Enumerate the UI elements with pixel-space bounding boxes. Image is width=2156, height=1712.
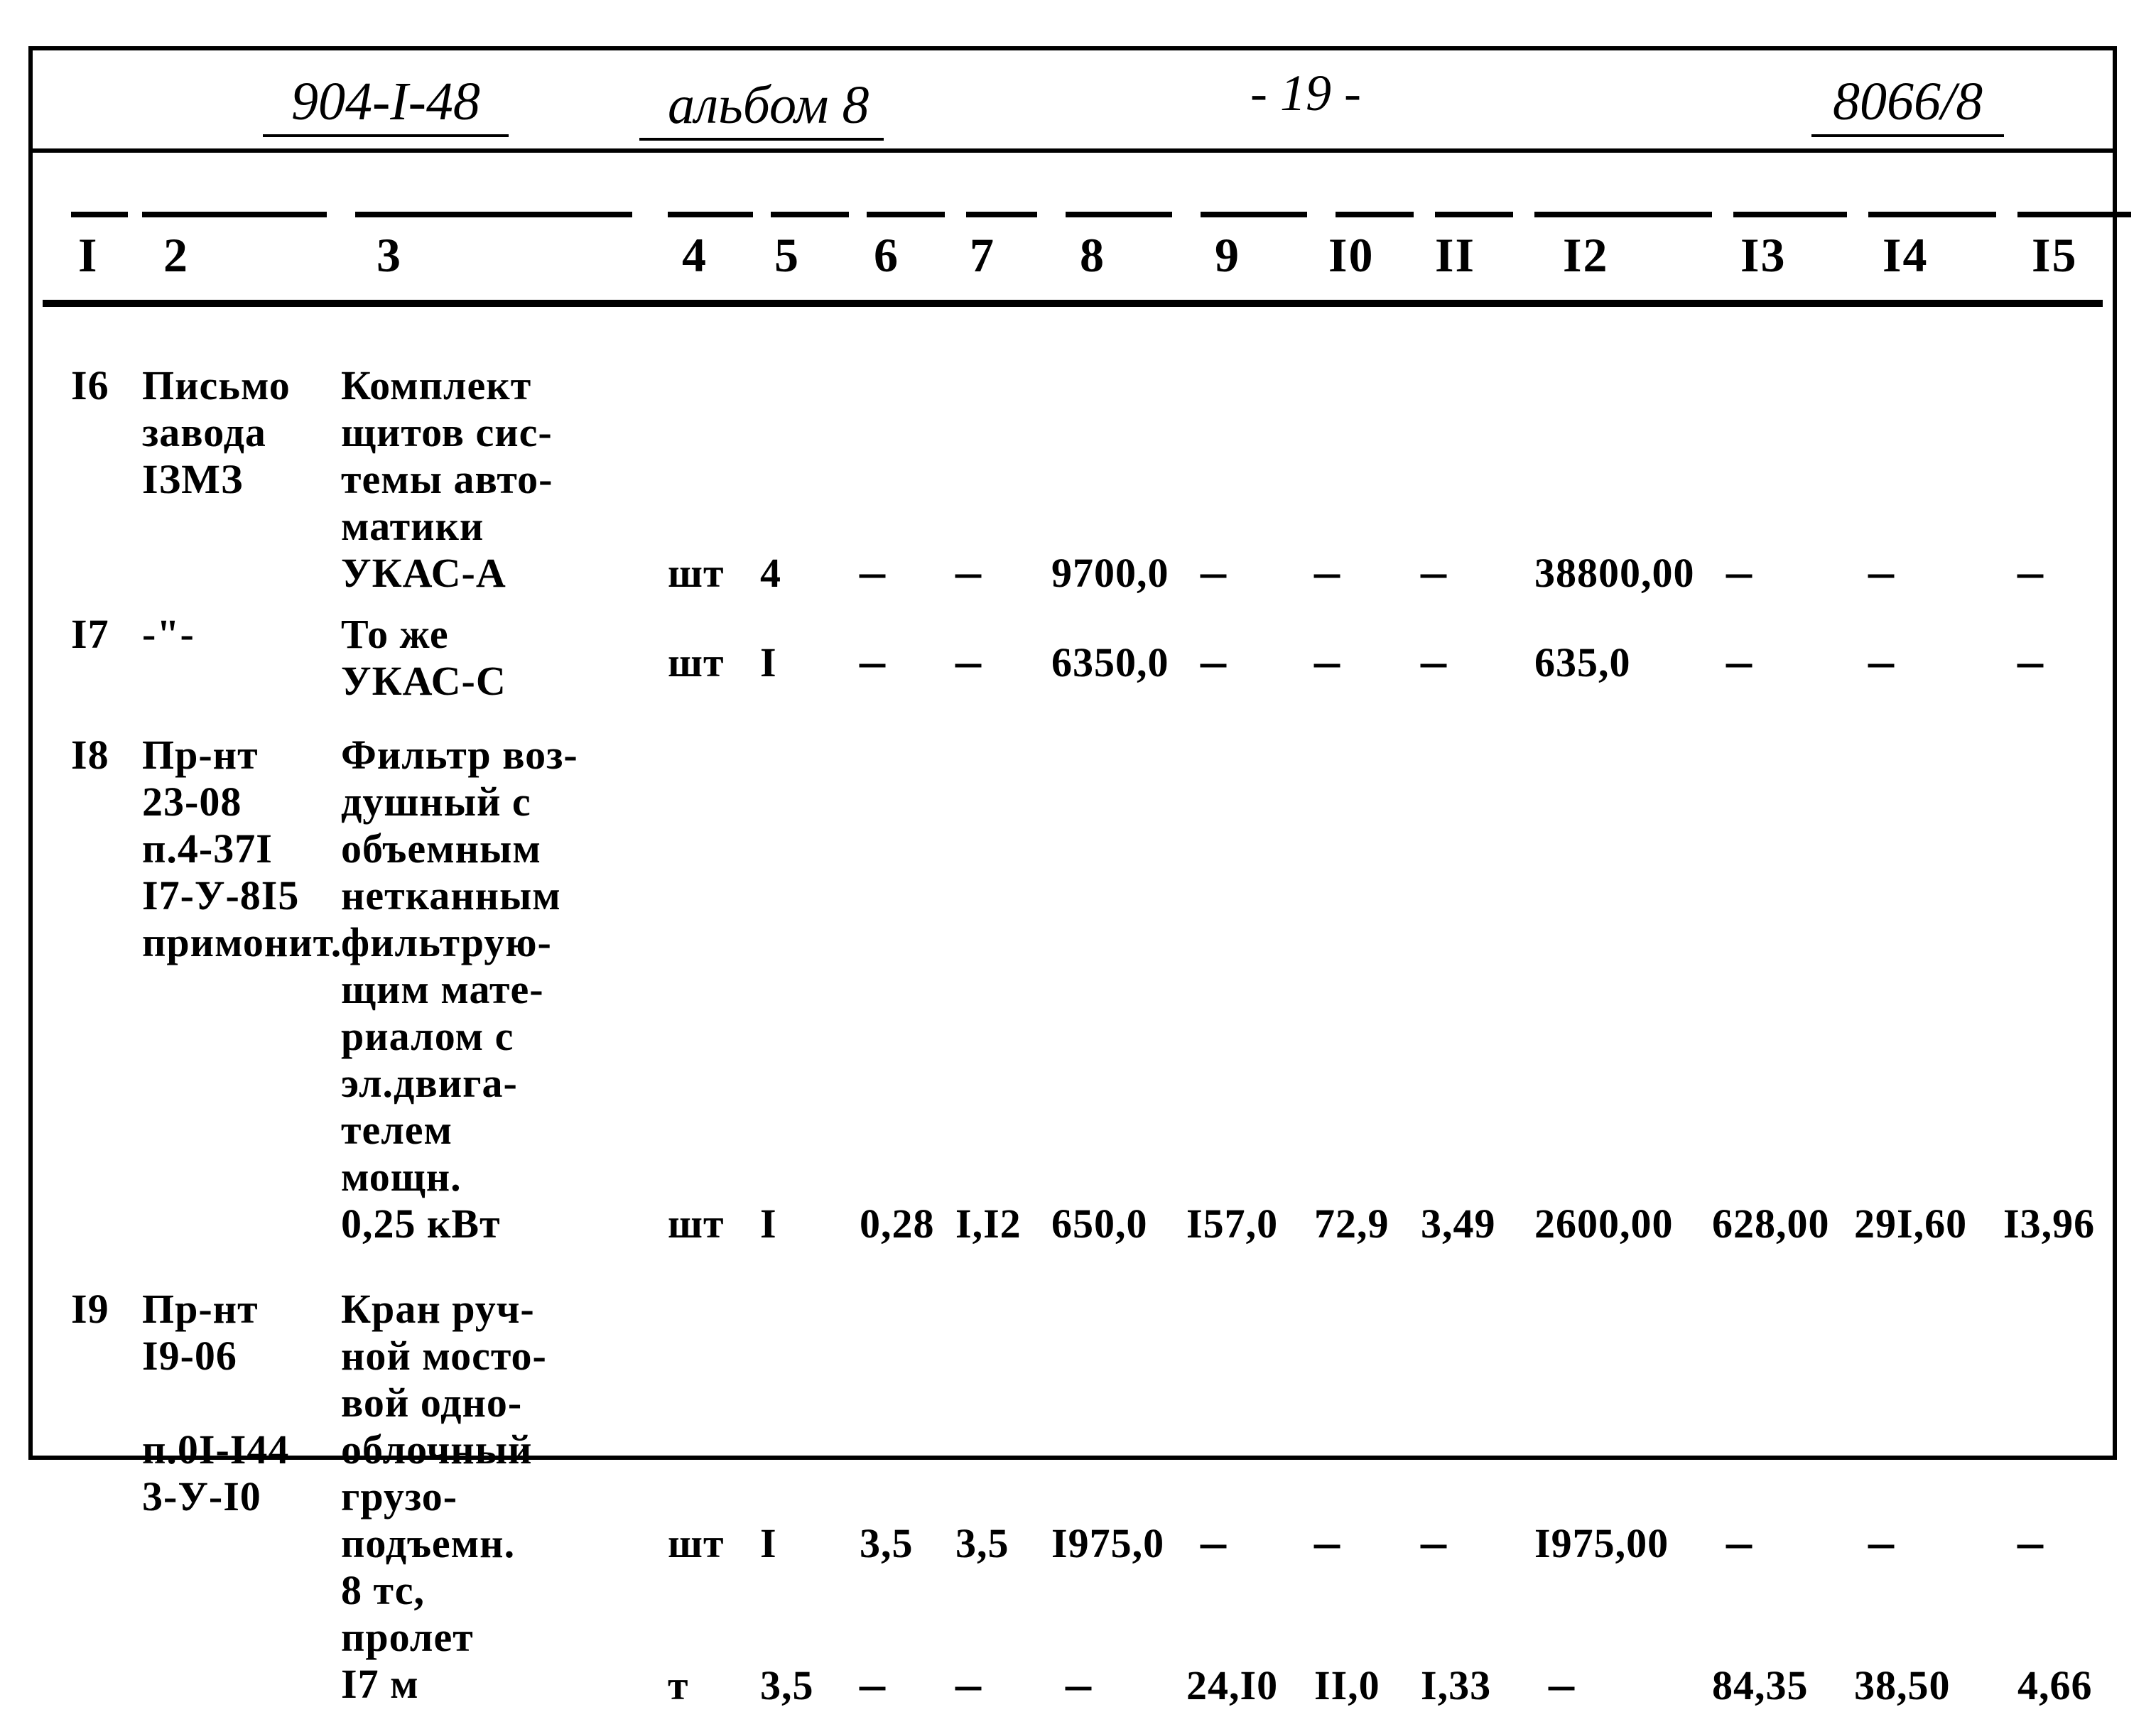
table-cell: –	[860, 639, 886, 682]
table-cell: 3,5	[860, 1520, 914, 1567]
doc-number: 904-I-48	[263, 71, 509, 137]
table-cell: 38,50	[1854, 1662, 1951, 1709]
table-cell: –	[1314, 1520, 1340, 1563]
table-cell: 650,0	[1051, 1201, 1148, 1247]
table-cell: –	[1726, 639, 1753, 682]
table-cell: –	[1549, 1662, 1575, 1705]
table-cell: –	[1726, 550, 1753, 592]
table-cell: I,I2	[955, 1201, 1022, 1247]
table-cell: –	[1421, 1520, 1447, 1563]
table-cell: 3,5	[955, 1520, 1009, 1567]
table-cell: шт	[668, 1520, 724, 1567]
table-cell: I3,96	[2003, 1201, 2095, 1247]
column-header: 5	[774, 227, 800, 283]
table-cell: I7	[71, 611, 109, 658]
table-cell: 6350,0	[1051, 639, 1169, 686]
column-header: 4	[682, 227, 708, 283]
table-cell: –	[1726, 1520, 1753, 1563]
table-cell: –	[1314, 550, 1340, 592]
table-cell: –	[1066, 1662, 1092, 1705]
table-cell: –	[1201, 550, 1227, 592]
table-cell: –	[1868, 1520, 1895, 1563]
table-cell: –	[1201, 1520, 1227, 1563]
header-dash-line-top	[28, 212, 2117, 223]
table-cell: –	[2017, 639, 2044, 682]
table-cell: –	[1314, 639, 1340, 682]
table-cell: т	[668, 1662, 689, 1709]
page-number: - 19 -	[1250, 64, 1361, 123]
table-cell: II,0	[1314, 1662, 1380, 1709]
title-row: 904-I-48 альбом 8 - 19 - 8066/8	[28, 46, 2117, 153]
scanned-page: 904-I-48 альбом 8 - 19 - 8066/8 I2345678…	[0, 0, 2156, 1493]
column-header: 2	[163, 227, 189, 283]
sheet-code: 8066/8	[1811, 71, 2004, 137]
column-header: 9	[1215, 227, 1240, 283]
table-cell: –	[2017, 550, 2044, 592]
table-cell: Фильтр воз- душный с объемным нетканным …	[341, 732, 578, 1247]
header-underline	[43, 300, 2103, 307]
table-cell: 72,9	[1314, 1201, 1390, 1247]
column-header: I3	[1740, 227, 1786, 283]
table-cell: –	[1421, 639, 1447, 682]
table-cell: То же УКАС-С	[341, 611, 507, 705]
table-cell: I	[760, 639, 777, 686]
table-cell: 4	[760, 550, 781, 597]
table-cell: –	[860, 550, 886, 592]
table-cell: Письмо завода IЗМЗ	[142, 362, 291, 503]
table-cell: 628,00	[1712, 1201, 1830, 1247]
table-cell: -"-	[142, 611, 195, 658]
table-cell: I975,0	[1051, 1520, 1164, 1567]
table-cell: –	[1868, 550, 1895, 592]
column-header: 7	[970, 227, 995, 283]
table-cell: 29I,60	[1854, 1201, 1967, 1247]
table-cell: 9700,0	[1051, 550, 1169, 597]
table-cell: Кран руч- ной мосто- вой одно- облочный …	[341, 1286, 547, 1708]
table-cell: –	[955, 1662, 982, 1705]
table-cell: –	[1868, 639, 1895, 682]
table-cell: 3,5	[760, 1662, 814, 1709]
table-cell: 24,I0	[1186, 1662, 1278, 1709]
table-cell: I8	[71, 732, 109, 779]
column-header: I4	[1883, 227, 1928, 283]
table-cell: –	[955, 550, 982, 592]
table-cell: шт	[668, 550, 724, 597]
column-header: I5	[2032, 227, 2077, 283]
table-cell: 38800,00	[1534, 550, 1695, 597]
table-cell: 84,35	[1712, 1662, 1809, 1709]
table-cell: –	[1201, 639, 1227, 682]
column-header: 3	[377, 227, 402, 283]
table-cell: –	[1421, 550, 1447, 592]
column-header: I2	[1563, 227, 1608, 283]
table-cell: I	[760, 1201, 777, 1247]
column-header: 8	[1080, 227, 1105, 283]
table-cell: 635,0	[1534, 639, 1631, 686]
table-cell: I57,0	[1186, 1201, 1278, 1247]
table-cell: шт	[668, 639, 724, 686]
table-cell: Пр-нт 23-08 п.4-37I I7-У-8I5 примонит.	[142, 732, 342, 966]
table-cell: 4,66	[2017, 1662, 2093, 1709]
table-cell: 2600,00	[1534, 1201, 1674, 1247]
table-cell: –	[955, 639, 982, 682]
column-header: 6	[874, 227, 899, 283]
table-cell: 0,28	[860, 1201, 935, 1247]
table-cell: Комплект щитов сис- темы авто- матики УК…	[341, 362, 553, 597]
table-cell: I975,00	[1534, 1520, 1669, 1567]
column-header: II	[1435, 227, 1475, 283]
table-cell: I9	[71, 1286, 109, 1333]
table-cell: –	[2017, 1520, 2044, 1563]
table-cell: Пр-нт I9-06 п.0I-I44 3-У-I0	[142, 1286, 289, 1520]
table-cell: I	[760, 1520, 777, 1567]
column-header: I0	[1328, 227, 1374, 283]
table-cell: шт	[668, 1201, 724, 1247]
table-cell: –	[860, 1662, 886, 1705]
column-header: I	[78, 227, 98, 283]
table-cell: I6	[71, 362, 109, 409]
table-cell: 3,49	[1421, 1201, 1496, 1247]
album-label: альбом 8	[639, 75, 884, 141]
table-cell: I,33	[1421, 1662, 1491, 1709]
